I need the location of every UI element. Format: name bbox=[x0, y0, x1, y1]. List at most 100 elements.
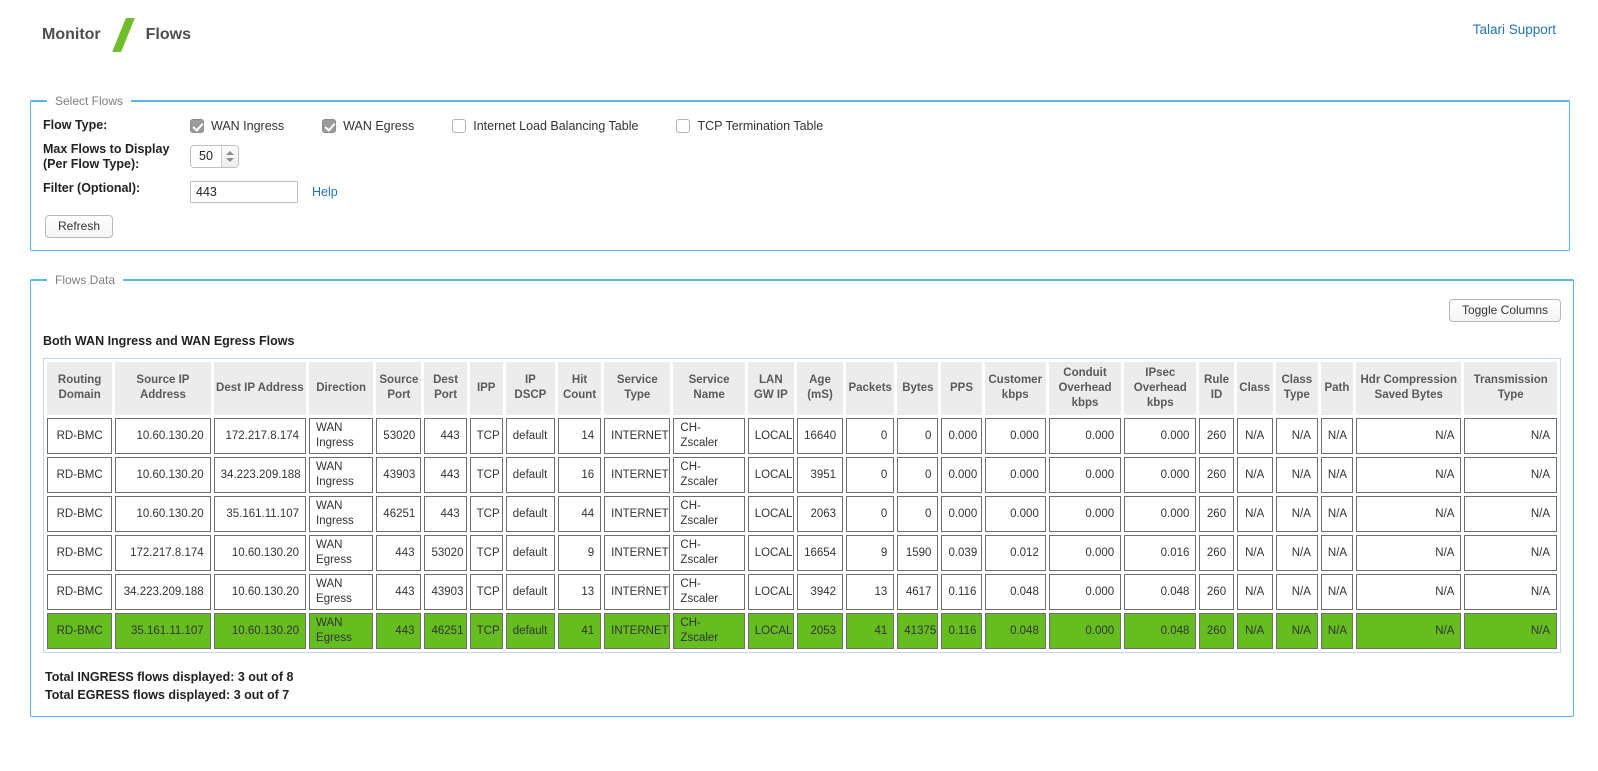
table-cell: 10.60.130.20 bbox=[115, 495, 211, 532]
talari-support-link[interactable]: Talari Support bbox=[1472, 22, 1556, 37]
table-cell: 10.60.130.20 bbox=[115, 417, 211, 454]
tcp-termination-table-checkbox[interactable] bbox=[676, 119, 691, 133]
table-cell: 0.116 bbox=[941, 573, 982, 610]
table-cell: TCP bbox=[469, 417, 503, 454]
table-cell: 34.223.209.188 bbox=[115, 573, 211, 610]
help-link[interactable]: Help bbox=[312, 184, 338, 199]
checkbox-label: TCP Termination Table bbox=[697, 119, 824, 133]
table-cell: RD-BMC bbox=[47, 573, 113, 610]
table-cell: 0.000 bbox=[984, 417, 1046, 454]
breadcrumb-slash-icon bbox=[111, 18, 135, 52]
table-cell: 34.223.209.188 bbox=[213, 456, 307, 493]
ingress-total: Total INGRESS flows displayed: 3 out of … bbox=[45, 669, 294, 684]
table-cell: default bbox=[505, 417, 555, 454]
table-cell: RD-BMC bbox=[47, 456, 113, 493]
table-cell: INTERNET bbox=[604, 534, 671, 571]
table-cell: 4617 bbox=[897, 573, 939, 610]
table-cell: TCP bbox=[469, 495, 503, 532]
flows-table: Routing Domain Source IP Address Dest IP A… bbox=[44, 359, 1560, 652]
table-cell: INTERNET bbox=[604, 417, 671, 454]
table-cell: 260 bbox=[1199, 456, 1234, 493]
table-cell: N/A bbox=[1275, 534, 1318, 571]
table-cell: WAN Egress bbox=[309, 612, 374, 649]
table-cell: 0.000 bbox=[1048, 612, 1122, 649]
max-flows-select[interactable]: 50 bbox=[190, 144, 239, 168]
filter-input[interactable] bbox=[190, 180, 298, 203]
table-cell: 9 bbox=[846, 534, 895, 571]
table-cell: 0.000 bbox=[941, 456, 982, 493]
table-cell: 0.000 bbox=[941, 417, 982, 454]
table-cell: N/A bbox=[1236, 456, 1273, 493]
select-flows-legend: Select Flows bbox=[55, 94, 124, 108]
column-header: Path bbox=[1320, 361, 1354, 415]
table-cell: 53020 bbox=[424, 534, 467, 571]
table-cell: 443 bbox=[376, 534, 422, 571]
table-cell: WAN Ingress bbox=[309, 417, 374, 454]
column-header: Rule ID bbox=[1199, 361, 1234, 415]
table-cell: 172.217.8.174 bbox=[115, 534, 211, 571]
table-cell: 0.000 bbox=[1124, 456, 1197, 493]
table-cell: default bbox=[505, 495, 555, 532]
column-header: Source Port bbox=[376, 361, 422, 415]
table-cell: 0.048 bbox=[1124, 573, 1197, 610]
refresh-button[interactable]: Refresh bbox=[45, 214, 114, 238]
max-flows-stepper[interactable] bbox=[221, 145, 238, 167]
table-cell: INTERNET bbox=[604, 612, 671, 649]
wan-ingress-checkbox[interactable] bbox=[190, 119, 204, 133]
flows-table-wrapper: Routing Domain Source IP Address Dest IP A… bbox=[43, 357, 1561, 653]
table-cell: 35.161.11.107 bbox=[115, 612, 211, 649]
column-header: Direction bbox=[309, 361, 374, 415]
table-cell: 0.000 bbox=[984, 495, 1046, 532]
table-cell: 10.60.130.20 bbox=[213, 534, 307, 571]
table-cell: 0.000 bbox=[1048, 573, 1122, 610]
table-cell: default bbox=[505, 456, 555, 493]
breadcrumb-section[interactable]: Monitor bbox=[42, 26, 101, 43]
table-cell: 0 bbox=[897, 495, 939, 532]
flow-type-checkbox-group: WAN Ingress WAN Egress Internet Load Balan… bbox=[190, 119, 861, 133]
checkbox-label: WAN Egress bbox=[343, 119, 415, 133]
table-cell: N/A bbox=[1236, 534, 1273, 571]
table-cell: 443 bbox=[376, 573, 422, 610]
checkbox-label: WAN Ingress bbox=[211, 119, 285, 133]
table-cell: WAN Ingress bbox=[309, 456, 374, 493]
flows-data-fieldset: Flows Data Toggle Columns Both WAN Ingre… bbox=[30, 272, 1574, 717]
table-cell: 41 bbox=[846, 612, 895, 649]
stepper-down-icon[interactable] bbox=[226, 157, 234, 162]
table-cell: 172.217.8.174 bbox=[213, 417, 307, 454]
table-cell: 260 bbox=[1199, 495, 1234, 532]
table-cell: N/A bbox=[1356, 573, 1462, 610]
table-cell: 43903 bbox=[376, 456, 422, 493]
table-cell: LOCAL bbox=[747, 456, 794, 493]
table-cell: N/A bbox=[1275, 573, 1318, 610]
table-cell: N/A bbox=[1464, 417, 1557, 454]
table-cell: 13 bbox=[557, 573, 602, 610]
table-cell: TCP bbox=[469, 612, 503, 649]
table-cell: 260 bbox=[1199, 417, 1234, 454]
table-cell: N/A bbox=[1236, 573, 1273, 610]
table-cell: 0.000 bbox=[941, 495, 982, 532]
table-cell: N/A bbox=[1464, 495, 1557, 532]
table-cell: N/A bbox=[1464, 573, 1557, 610]
column-header: Hdr Compression Saved Bytes bbox=[1356, 361, 1462, 415]
breadcrumb: Monitor Flows bbox=[42, 18, 191, 52]
flow-type-label: Flow Type: bbox=[43, 118, 108, 132]
column-header: Class bbox=[1236, 361, 1273, 415]
table-cell: CH-Zscaler bbox=[673, 612, 745, 649]
table-cell: 53020 bbox=[376, 417, 422, 454]
table-cell: 16654 bbox=[796, 534, 844, 571]
column-header: LAN GW IP bbox=[747, 361, 794, 415]
internet-load-balancing-table-checkbox[interactable] bbox=[452, 119, 467, 133]
table-cell: 0.000 bbox=[1048, 456, 1122, 493]
column-header: Transmission Type bbox=[1464, 361, 1557, 415]
toggle-columns-button[interactable]: Toggle Columns bbox=[1448, 298, 1561, 322]
table-cell: CH-Zscaler bbox=[673, 534, 745, 571]
table-cell: N/A bbox=[1236, 612, 1273, 649]
table-cell: 0.000 bbox=[1048, 534, 1122, 571]
table-cell: 0.039 bbox=[941, 534, 982, 571]
max-flows-row: Max Flows to Display (Per Flow Type): 50 bbox=[43, 142, 1557, 173]
table-cell: N/A bbox=[1320, 417, 1354, 454]
table-cell: 2053 bbox=[796, 612, 844, 649]
wan-egress-checkbox[interactable] bbox=[322, 119, 337, 133]
stepper-up-icon[interactable] bbox=[226, 150, 234, 155]
column-header: IP DSCP bbox=[505, 361, 555, 415]
